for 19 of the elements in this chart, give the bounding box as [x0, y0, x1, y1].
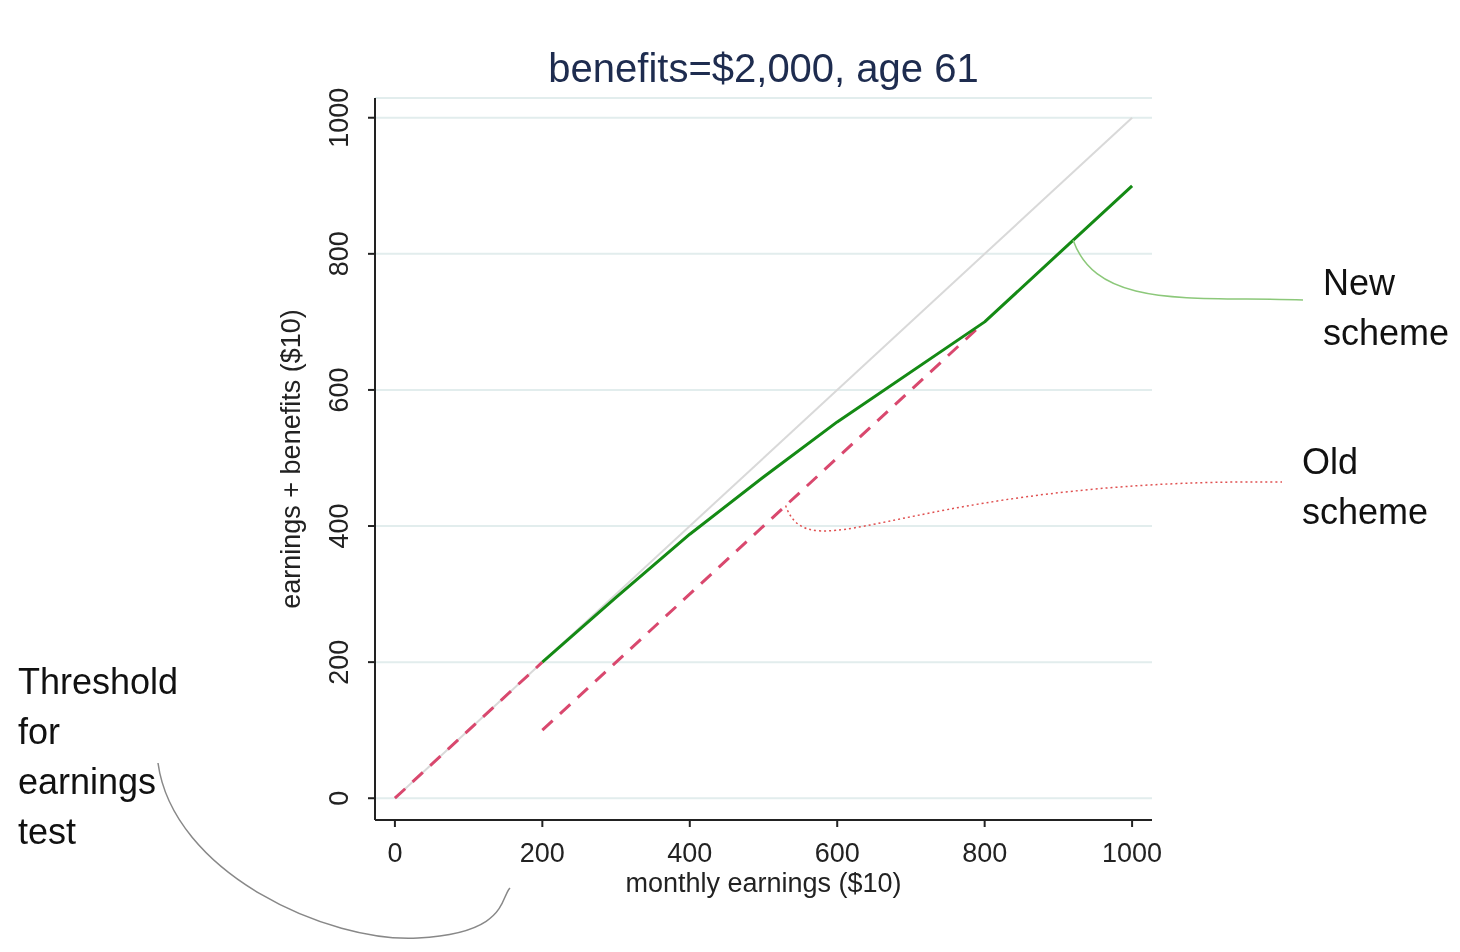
x-tick-label: 1000 — [1102, 838, 1163, 869]
y-axis-title: earnings + benefits ($10) — [275, 309, 306, 609]
text: Threshold for earnings test — [18, 660, 180, 854]
x-tick-label: 400 — [667, 838, 713, 869]
x-tick-label: 800 — [962, 838, 1008, 869]
x-tick-label: 0 — [387, 838, 403, 869]
x-tick-label: 200 — [519, 838, 565, 869]
y-tick-label: 600 — [324, 367, 354, 413]
annotation: Old scheme — [1302, 440, 1430, 534]
annotation: New scheme — [1323, 261, 1451, 355]
x-axis-title: monthly earnings ($10) — [625, 868, 902, 898]
x-tick-label: 600 — [814, 838, 860, 869]
y-tick-label: 800 — [324, 231, 354, 277]
chart-title: benefits=$2,000, age 61 — [547, 46, 980, 91]
y-tick-label: 400 — [324, 503, 354, 549]
line-series — [540, 184, 1134, 664]
y-tick-label: 0 — [324, 790, 354, 806]
y-tick-label: 200 — [324, 639, 354, 685]
y-tick-label: 1000 — [324, 87, 354, 148]
